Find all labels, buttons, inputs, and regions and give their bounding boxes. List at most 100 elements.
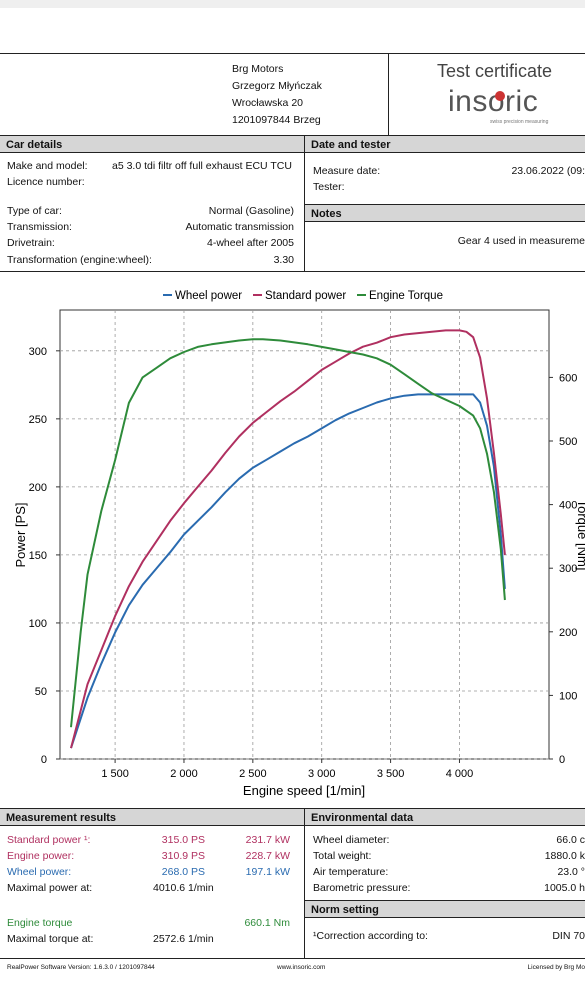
notes-text: Gear 4 used in measureme (457, 235, 585, 247)
correction-value: DIN 70 (552, 930, 585, 942)
wheel-power-line (70, 393, 506, 749)
car-details-header: Car details (0, 135, 304, 153)
legend-label: Wheel power (175, 290, 242, 302)
max-power-value: 4010.6 1/min (153, 882, 214, 894)
power-chart: Wheel power Standard power Engine Torque 1… (13, 290, 585, 798)
x-tick-label: 1 500 (101, 768, 129, 780)
company-address: Brg Motors Grzegorz Młyńczak Wrocławska … (232, 62, 322, 127)
y-tick-label: 300 (29, 346, 47, 358)
measurement-results-header: Measurement results (0, 808, 304, 826)
company-name: Brg Motors (232, 63, 284, 75)
measure-date-label: Measure date: (313, 165, 381, 177)
details-divider (304, 135, 305, 271)
wheel-diameter-label: Wheel diameter: (313, 834, 390, 846)
make-model-value: a5 3.0 tdi filtr off full exhaust ECU TC… (112, 160, 292, 172)
bottom-border (0, 958, 585, 959)
standard-power-label: Standard power ¹: (7, 834, 91, 846)
y2-tick-label: 300 (559, 563, 577, 575)
y-tick-label: 250 (29, 414, 47, 426)
date-tester-header: Date and tester (305, 135, 585, 153)
wheel-power-kw: 197.1 kW (245, 866, 290, 878)
type-value: Normal (Gasoline) (208, 205, 294, 217)
standard-power-kw: 231.7 kW (245, 834, 290, 846)
notes-header: Notes (305, 204, 585, 222)
correction-label: ¹Correction according to: (313, 930, 428, 942)
bottom-divider (304, 808, 305, 958)
drivetrain-label: Drivetrain: (7, 237, 55, 249)
environmental-header: Environmental data (305, 808, 585, 826)
standard-power-ps: 315.0 PS (161, 834, 205, 846)
logo-dot-icon (495, 91, 505, 101)
transformation-value: 3.30 (273, 254, 294, 266)
y2-tick-label: 500 (559, 436, 577, 448)
y2-tick-label: 600 (559, 372, 577, 384)
make-model-label: Make and model: (7, 160, 88, 172)
air-temperature-value: 23.0 ° (557, 866, 585, 878)
engine-torque-line (70, 338, 506, 728)
company-phone: 1201097844 Brzeg (232, 114, 321, 126)
top-strip (0, 0, 585, 8)
drivetrain-value: 4-wheel after 2005 (207, 237, 294, 249)
chart-ticks: 1 500 2 000 2 500 3 000 3 500 4 000 0 50 100 150 2… (29, 346, 578, 780)
barometric-pressure-value: 1005.0 h (544, 882, 585, 894)
tester-label: Tester: (313, 181, 345, 193)
insoric-logo: insoric swiss precision measuring (448, 86, 558, 126)
engine-power-ps: 310.9 PS (161, 850, 205, 862)
norm-setting-header: Norm setting (305, 900, 585, 918)
max-torque-label: Maximal torque at: (7, 933, 94, 945)
transmission-value: Automatic transmission (185, 221, 294, 233)
footer-website: www.insoric.com (277, 964, 326, 971)
y2-tick-label: 200 (559, 627, 577, 639)
wheel-power-label: Wheel power: (7, 866, 72, 878)
x-tick-label: 4 000 (446, 768, 474, 780)
wheel-power-ps: 268.0 PS (161, 866, 205, 878)
measure-date-value: 23.06.2022 (09: (511, 165, 585, 177)
air-temperature-label: Air temperature: (313, 866, 389, 878)
x-tick-label: 3 000 (308, 768, 336, 780)
licence-label: Licence number: (7, 176, 85, 188)
y2-tick-label: 100 (559, 690, 577, 702)
total-weight-value: 1880.0 k (544, 850, 585, 862)
engine-power-label: Engine power: (7, 850, 75, 862)
chart-legend: Wheel power Standard power Engine Torque (163, 290, 443, 302)
legend-label: Engine Torque (369, 290, 443, 302)
details-bottom-border (0, 271, 585, 272)
chart-lines (70, 329, 506, 749)
y-tick-label: 50 (35, 686, 47, 698)
y-axis-label: Power [PS] (13, 502, 28, 567)
barometric-pressure-label: Barometric pressure: (313, 882, 411, 894)
x-tick-label: 3 500 (377, 768, 405, 780)
x-axis-label: Engine speed [1/min] (243, 783, 365, 798)
y-tick-label: 0 (41, 754, 47, 766)
logo-tagline: swiss precision measuring (490, 119, 549, 125)
standard-power-line (70, 329, 506, 749)
y2-tick-label: 400 (559, 500, 577, 512)
y2-axis-label: Torque [Nm] (575, 500, 585, 571)
plot-area (59, 309, 550, 760)
y2-tick-label: 0 (559, 754, 565, 766)
certificate-title: Test certificate (437, 61, 553, 81)
max-torque-value: 2572.6 1/min (153, 933, 214, 945)
header-top-border (0, 53, 585, 54)
y-tick-label: 100 (29, 618, 47, 630)
header-divider (388, 53, 389, 135)
y-tick-label: 150 (29, 550, 47, 562)
transformation-label: Transformation (engine:wheel): (7, 254, 152, 266)
y-tick-label: 200 (29, 482, 47, 494)
x-tick-label: 2 500 (239, 768, 267, 780)
total-weight-label: Total weight: (313, 850, 372, 862)
engine-torque-value: 660.1 Nm (244, 917, 290, 929)
footer-license: Licensed by Brg Mo (527, 964, 585, 971)
legend-label: Standard power (265, 290, 346, 302)
type-label: Type of car: (7, 205, 62, 217)
x-tick-label: 2 000 (170, 768, 198, 780)
max-power-label: Maximal power at: (7, 882, 93, 894)
logo-text: insoric (448, 85, 539, 118)
company-street: Wrocławska 20 (232, 97, 303, 109)
engine-power-kw: 228.7 kW (245, 850, 290, 862)
company-person: Grzegorz Młyńczak (232, 80, 322, 92)
wheel-diameter-value: 66.0 c (556, 834, 585, 846)
footer-software-version: RealPower Software Version: 1.6.3.0 / 12… (7, 964, 155, 971)
engine-torque-label: Engine torque (7, 917, 73, 929)
chart-grid (60, 310, 549, 760)
